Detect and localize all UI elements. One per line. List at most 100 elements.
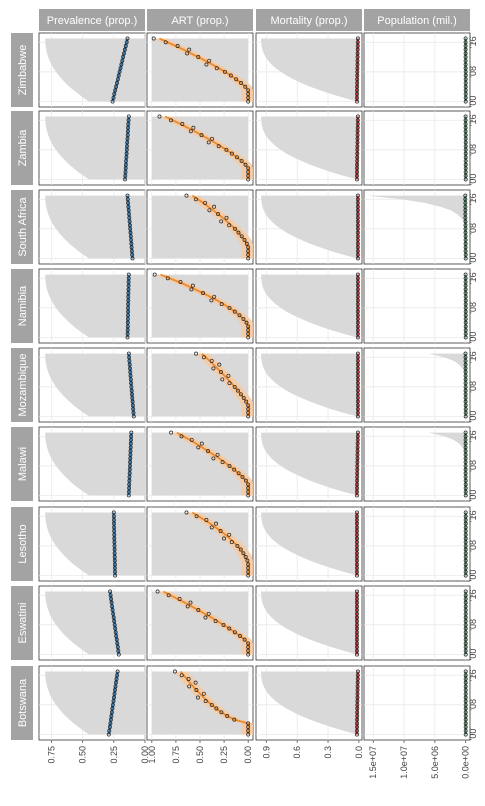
axis-tick-label: 0.9 xyxy=(261,746,271,759)
year-tick-label: '08 xyxy=(468,381,478,393)
panel-prev xyxy=(39,666,145,740)
facet-strip-label: Lesotho xyxy=(17,524,29,563)
panel-mort xyxy=(256,427,362,501)
year-tick-label: '00 xyxy=(468,96,478,108)
axis-tick-label: 0.75 xyxy=(171,746,181,764)
facet-strip-label: Eswatini xyxy=(17,603,29,644)
year-tick-label: '08 xyxy=(468,66,478,78)
panel-prev xyxy=(39,507,145,581)
panel-prev xyxy=(39,33,145,107)
year-tick-label: '00 xyxy=(468,253,478,265)
panel-pop xyxy=(364,586,470,660)
prior-uncertainty-region xyxy=(152,39,248,102)
year-tick-label: '00 xyxy=(468,332,478,344)
facet-header-label: Prevalence (prop.) xyxy=(47,15,138,27)
panel-prev xyxy=(39,348,145,422)
panel-prev xyxy=(39,427,145,501)
panel-art xyxy=(147,427,253,501)
year-tick-label: '00 xyxy=(468,729,478,741)
panel-art xyxy=(147,586,253,660)
panel-pop xyxy=(364,269,470,343)
panel-pop xyxy=(364,507,470,581)
panel-pop xyxy=(364,427,470,501)
prior-uncertainty-region xyxy=(152,275,248,338)
axis-tick-label: 0.00 xyxy=(243,746,253,764)
facet-header-label: Population (mil.) xyxy=(377,15,456,27)
panel-background xyxy=(364,269,470,343)
axis-tick-label: 0.25 xyxy=(109,746,119,764)
axis-tick-label: 0.25 xyxy=(219,746,229,764)
panel-background xyxy=(364,111,470,185)
panel-art xyxy=(147,348,253,422)
year-tick-label: '08 xyxy=(468,144,478,156)
facet-header-label: ART (prop.) xyxy=(171,15,228,27)
year-tick-label: '16 xyxy=(468,669,478,681)
panel-pop xyxy=(364,111,470,185)
axis-tick-label: 1.5e+07 xyxy=(368,746,378,779)
panel-art xyxy=(147,111,253,185)
facet-strip-label: Mozambique xyxy=(17,354,29,417)
year-tick-label: '00 xyxy=(468,649,478,661)
panel-pop xyxy=(364,33,470,107)
panel-art xyxy=(147,666,253,740)
panel-background xyxy=(364,666,470,740)
year-tick-label: '16 xyxy=(468,36,478,48)
year-tick-label: '08 xyxy=(468,223,478,235)
panel-background xyxy=(364,586,470,660)
facet-strip-label: Malawi xyxy=(17,447,29,481)
facet-strip-label: Namibia xyxy=(17,285,29,326)
panel-art xyxy=(147,269,253,343)
year-tick-label: '16 xyxy=(468,272,478,284)
year-tick-label: '08 xyxy=(468,302,478,314)
panel-art xyxy=(147,190,253,264)
panel-mort xyxy=(256,586,362,660)
axis-tick-label: 0.50 xyxy=(195,746,205,764)
axis-tick-label: 0.6 xyxy=(292,746,302,759)
panel-mort xyxy=(256,269,362,343)
year-tick-label: '16 xyxy=(468,114,478,126)
axis-tick-label: 0.3 xyxy=(323,746,333,759)
prior-uncertainty-region xyxy=(152,117,248,180)
panel-art xyxy=(147,507,253,581)
panel-pop xyxy=(364,666,470,740)
axis-tick-label: 0.0e+00 xyxy=(461,746,471,779)
panel-prev xyxy=(39,586,145,660)
panel-mort xyxy=(256,190,362,264)
axis-tick-label: 5.0e+06 xyxy=(430,746,440,779)
panel-art xyxy=(147,33,253,107)
year-tick-label: '08 xyxy=(468,619,478,631)
panel-prev xyxy=(39,190,145,264)
axis-tick-label: 0.75 xyxy=(46,746,56,764)
panel-mort xyxy=(256,111,362,185)
prior-uncertainty-region xyxy=(152,592,248,655)
year-tick-label: '16 xyxy=(468,193,478,205)
panel-pop xyxy=(364,348,470,422)
year-tick-label: '00 xyxy=(468,570,478,582)
facet-strip-label: Botswana xyxy=(17,678,29,727)
year-tick-label: '16 xyxy=(468,351,478,363)
facet-strip-label: Zimbabwe xyxy=(17,45,29,96)
axis-tick-label: 0.50 xyxy=(78,746,88,764)
panel-mort xyxy=(256,507,362,581)
year-tick-label: '00 xyxy=(468,490,478,502)
panel-pop xyxy=(364,190,470,264)
year-tick-label: '08 xyxy=(468,699,478,711)
prior-uncertainty-region xyxy=(152,672,248,735)
panel-background xyxy=(364,507,470,581)
panel-mort xyxy=(256,666,362,740)
axis-tick-label: 0.0 xyxy=(354,746,364,759)
panel-mort xyxy=(256,33,362,107)
year-tick-label: '00 xyxy=(468,174,478,186)
axis-tick-label: 1.00 xyxy=(147,746,157,764)
panel-prev xyxy=(39,111,145,185)
facet-strip-label: Zambia xyxy=(17,129,29,167)
year-tick-label: '16 xyxy=(468,589,478,601)
year-tick-label: '08 xyxy=(468,540,478,552)
year-tick-label: '16 xyxy=(468,510,478,522)
year-tick-label: '16 xyxy=(468,430,478,442)
year-tick-label: '08 xyxy=(468,460,478,472)
panel-prev xyxy=(39,269,145,343)
panel-mort xyxy=(256,348,362,422)
